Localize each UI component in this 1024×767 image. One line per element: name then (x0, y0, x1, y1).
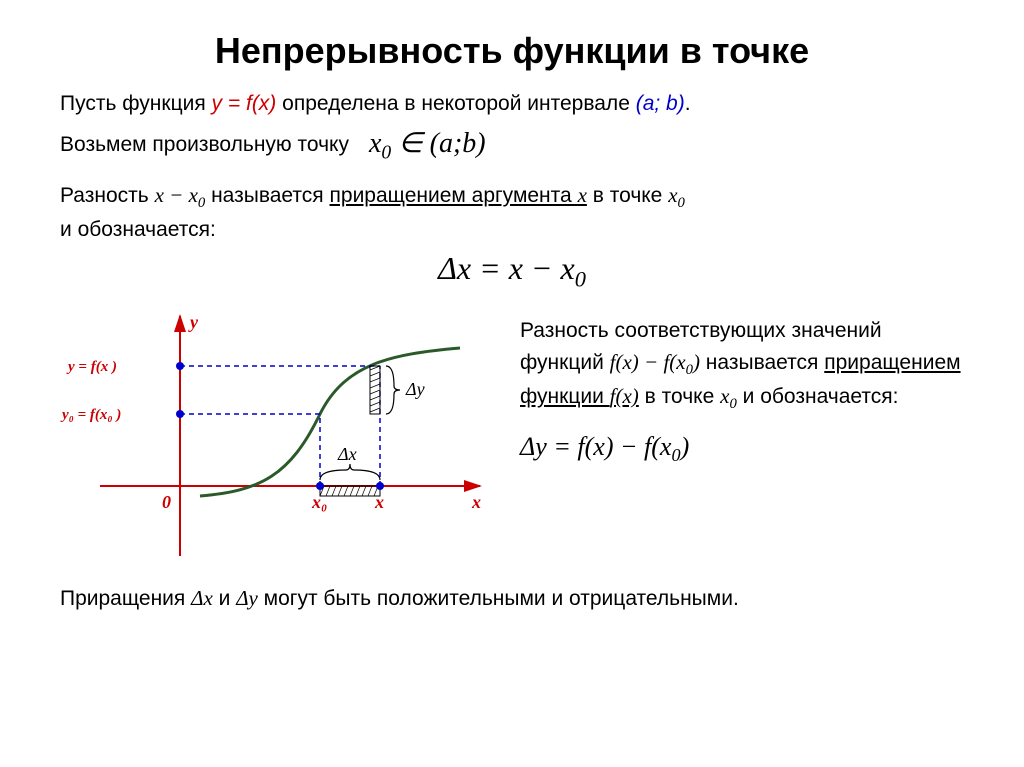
page-title: Непрерывность функции в точке (60, 30, 964, 72)
bottom-part1: Приращения (60, 587, 191, 610)
svg-text:x: x (374, 492, 384, 512)
svg-text:x₀: x₀ (311, 492, 327, 512)
svg-text:y: y (188, 312, 199, 332)
point-prefix: Возьмем произвольную точку (60, 133, 349, 157)
arg-part2: называется (205, 184, 329, 207)
arg-pt: x0 (668, 183, 685, 207)
intro-line: Пусть функция y = f(x) определена в неко… (60, 92, 964, 116)
svg-text:Δy: Δy (405, 379, 425, 399)
equation-dy: Δy = f(x) − f(x0) (520, 428, 964, 469)
intro-prefix: Пусть функция (60, 92, 212, 115)
func-part4: и обозначается: (737, 385, 899, 408)
svg-text:y₀ = f(x₀ ): y₀ = f(x₀ ) (60, 407, 121, 423)
bottom-dx: Δx (191, 586, 213, 610)
intro-func: y = f(x) (212, 92, 277, 115)
intro-interval: (a; b) (636, 92, 685, 115)
svg-text:x: x (471, 492, 481, 512)
equation-dx: Δx = x − x0 (60, 250, 964, 292)
func-diff: f(x) − f(x0) (610, 350, 700, 374)
svg-text:Δx: Δx (337, 444, 357, 464)
arg-increment-line: Разность x − x0 называется приращением а… (60, 183, 964, 212)
intro-middle: определена в некоторой интервале (276, 92, 635, 115)
arg-diff: x − x0 (155, 183, 206, 207)
chart: Δy Δx y x 0 x₀ x y = f(x ) y₀ = f(x₀ ) (60, 306, 500, 566)
arg-part1: Разность (60, 184, 155, 207)
arg-part4: и обозначается: (60, 218, 964, 242)
func-pt: x0 (720, 384, 737, 408)
mid-row: ΔyΔxyx0x₀xy = f(x )y₀ = f(x₀ ) Разность … (60, 306, 964, 566)
bottom-and: и (213, 587, 236, 610)
bottom-part2: могут быть положительными и отрицательны… (258, 587, 739, 610)
arg-part3: в точке (587, 184, 668, 207)
intro-suffix: . (685, 92, 691, 115)
svg-text:y = f(x ): y = f(x ) (66, 359, 117, 375)
arg-term: приращением аргумента x (330, 184, 587, 207)
svg-text:0: 0 (162, 492, 171, 512)
bottom-line: Приращения Δx и Δy могут быть положитель… (60, 586, 964, 611)
func-part2: называется (700, 351, 824, 374)
func-part3: в точке (639, 385, 720, 408)
func-increment-block: Разность соответствующих значений функци… (500, 306, 964, 468)
bottom-dy: Δy (236, 586, 258, 610)
point-math: x0 ∈ (a;b) (369, 126, 486, 165)
point-line: Возьмем произвольную точку x0 ∈ (a;b) (60, 126, 964, 165)
